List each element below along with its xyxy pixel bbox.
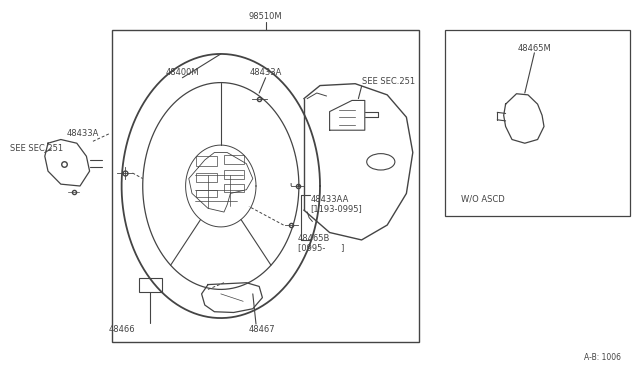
Text: [1193-0995]: [1193-0995] [310, 204, 362, 213]
Bar [445, 30, 630, 216]
Text: 48467: 48467 [249, 325, 276, 334]
Bar [112, 30, 419, 342]
Text: 48433AA: 48433AA [310, 195, 349, 203]
Bar [224, 155, 244, 164]
Text: 48466: 48466 [108, 325, 135, 334]
Bar [196, 173, 217, 182]
Text: 48433A: 48433A [250, 68, 282, 77]
Bar [139, 278, 162, 292]
Text: 98510M: 98510M [249, 12, 282, 21]
Text: W/O ASCD: W/O ASCD [461, 195, 504, 203]
Text: 48400M: 48400M [166, 68, 199, 77]
Text: A-B: 1006: A-B: 1006 [584, 353, 621, 362]
Text: 48465M: 48465M [518, 44, 551, 53]
Text: 48433A: 48433A [67, 129, 99, 138]
Text: [0995-      ]: [0995- ] [298, 243, 344, 252]
Text: SEE SEC.251: SEE SEC.251 [362, 77, 415, 86]
Bar [224, 170, 244, 179]
Text: SEE SEC.251: SEE SEC.251 [10, 144, 63, 153]
Bar [224, 184, 244, 192]
Bar [196, 190, 217, 197]
Bar [196, 156, 217, 166]
Text: 48465B: 48465B [298, 234, 330, 243]
